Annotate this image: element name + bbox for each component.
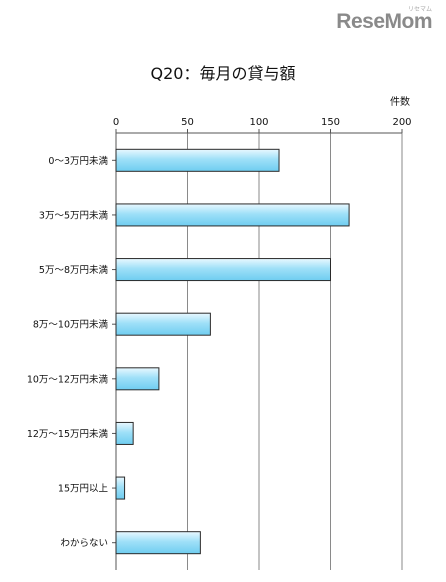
bar	[115, 531, 201, 555]
x-tick-labels: 0 50 100 150 200	[113, 117, 412, 128]
category-labels: 0～3万円未満 3万～5万円未満 5万～8万円未満 8万～10万円未満 10万～12万円…	[27, 155, 109, 549]
x-tick-label: 50	[181, 117, 194, 128]
bars	[115, 148, 350, 555]
resemom-logo: ReseMom	[336, 10, 432, 33]
category-label: 3万～5万円未満	[39, 209, 109, 221]
bar	[115, 312, 211, 336]
category-label: 15万円以上	[58, 484, 109, 495]
x-tick-label: 150	[321, 117, 340, 128]
category-label: 8万～10万円未満	[33, 319, 109, 331]
chart-title: Q20：毎月の貸与額	[150, 64, 296, 83]
bar	[115, 476, 126, 500]
category-label: 0～3万円未満	[48, 155, 108, 167]
logo-subtext: リセマム	[407, 6, 432, 13]
bar	[115, 421, 134, 445]
bar	[115, 203, 350, 227]
grid-lines	[187, 133, 403, 570]
category-label: 5万～8万円未満	[39, 264, 109, 276]
category-label: わからない	[60, 538, 108, 549]
bar	[115, 258, 331, 282]
x-tick-label: 100	[249, 117, 268, 128]
axes	[112, 129, 403, 570]
bar	[115, 367, 160, 391]
axis-unit-label: 件数	[390, 97, 410, 108]
x-tick-label: 0	[113, 117, 119, 128]
category-label: 10万～12万円未満	[27, 373, 109, 385]
bar	[115, 148, 280, 172]
x-tick-label: 200	[392, 117, 411, 128]
category-label: 12万～15万円未満	[27, 428, 109, 440]
